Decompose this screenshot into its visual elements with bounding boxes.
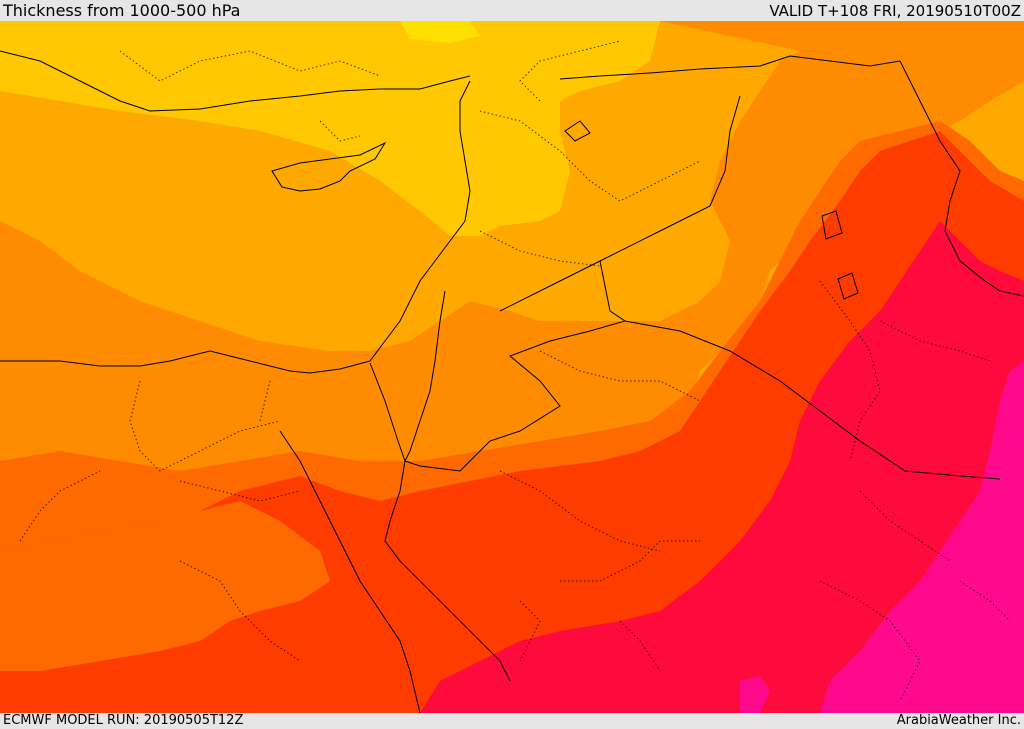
zone-yellow xyxy=(0,21,660,236)
footer-bar: ECMWF MODEL RUN: 20190505T12Z ArabiaWeat… xyxy=(0,713,1024,729)
coastline-levant xyxy=(0,80,471,374)
thickness-map-canvas xyxy=(0,21,1024,714)
zone-orange-east xyxy=(0,21,1024,486)
zone-magenta-patch xyxy=(740,676,770,713)
coastline-red-sea xyxy=(279,430,421,714)
zone-crimson xyxy=(420,221,1024,713)
cyprus-island xyxy=(271,141,387,192)
valid-time: VALID T+108 FRI, 20190510T00Z xyxy=(769,2,1021,20)
model-run-label: ECMWF MODEL RUN: 20190505T12Z xyxy=(3,713,244,728)
header-bar: Thickness from 1000-500 hPa VALID T+108 … xyxy=(0,0,1024,21)
coastline-turkey xyxy=(0,50,471,112)
thickness-map[interactable] xyxy=(0,21,1024,714)
zone-yellow-light xyxy=(400,21,480,43)
zone-orange-dark-sw xyxy=(0,501,330,671)
border-egypt-israel xyxy=(369,362,406,462)
credit-label: ArabiaWeather Inc. xyxy=(896,713,1021,728)
border-syria-iraq xyxy=(559,55,901,80)
coastline-gulf xyxy=(899,60,1024,297)
lake-razzaza xyxy=(837,272,859,300)
zone-amber-central xyxy=(440,91,760,321)
border-syria-iraq-south xyxy=(499,95,741,312)
coastline-red-sea-east xyxy=(384,460,511,682)
map-title: Thickness from 1000-500 hPa xyxy=(3,1,241,20)
border-jordan-israel xyxy=(404,290,446,462)
dotted-border-lines xyxy=(19,40,1011,702)
lake-tharthar xyxy=(821,210,843,240)
lake-assad xyxy=(564,120,591,142)
zone-magenta xyxy=(820,361,1024,713)
border-iraq-saudi xyxy=(624,320,1001,480)
